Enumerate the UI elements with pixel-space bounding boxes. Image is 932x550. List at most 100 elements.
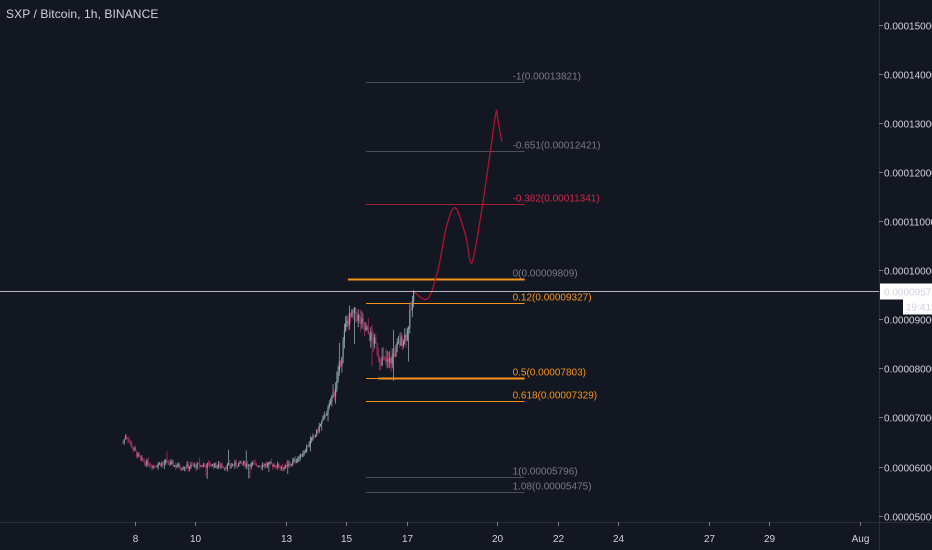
candle-body	[280, 467, 283, 469]
candle-body	[263, 464, 265, 467]
price-tick-label: 0.00011000	[884, 218, 932, 229]
candle-body	[244, 461, 246, 467]
fib-level-label: -0.382(0.00011341)	[513, 194, 600, 205]
time-tick-label: 22	[553, 534, 565, 545]
candle-body	[324, 414, 327, 416]
candle-body	[172, 461, 174, 467]
candle-body	[306, 446, 308, 452]
candle-body	[146, 460, 148, 466]
candle-body	[209, 463, 211, 467]
candle-body	[371, 332, 373, 338]
candle-body	[331, 395, 333, 402]
candle-body	[176, 466, 178, 468]
time-tick-label: 10	[190, 534, 202, 545]
candle-body	[329, 401, 332, 404]
candle-body	[316, 429, 318, 436]
price-tick-label: 0.00006000	[884, 464, 932, 475]
candle-body	[323, 414, 325, 418]
candle-body	[368, 333, 371, 341]
fib-level-label: 1(0.00005796)	[513, 467, 578, 478]
candle-body	[313, 435, 315, 437]
candle-body	[194, 464, 196, 466]
time-tick-label: 20	[492, 534, 504, 545]
candle-body	[264, 463, 266, 467]
candle-body	[137, 453, 139, 457]
time-tick-label: 15	[341, 534, 353, 545]
candle-body	[357, 315, 359, 321]
candle-body	[248, 464, 250, 466]
candle-body	[411, 300, 413, 311]
candle-body	[186, 464, 188, 469]
candle-body	[157, 464, 159, 467]
candle-body	[304, 451, 306, 453]
candle-body	[312, 435, 314, 438]
candle-body	[328, 403, 330, 408]
candle-body	[337, 370, 339, 381]
fib-level-label: 0.12(0.00009327)	[513, 293, 592, 304]
candle-body	[351, 310, 353, 317]
candle-body	[134, 448, 137, 451]
candle-body	[126, 437, 128, 438]
candle-body	[292, 461, 294, 465]
candle-body	[409, 309, 411, 328]
candle-body	[185, 467, 187, 469]
time-axis-panel[interactable]	[0, 522, 932, 550]
candle-body	[362, 318, 364, 323]
candle-body	[177, 464, 179, 467]
candle-body	[205, 465, 207, 468]
candle-body	[392, 354, 395, 356]
projection-curve[interactable]	[413, 109, 503, 301]
candle-body	[243, 461, 245, 464]
candle-body	[342, 340, 344, 358]
candle-body	[138, 453, 140, 457]
price-tick-label: 0.00012000	[884, 169, 932, 180]
candle-body	[283, 467, 285, 469]
candlestick-series	[122, 289, 415, 479]
candle-body	[229, 463, 231, 467]
candle-body	[361, 318, 363, 325]
candle-body	[165, 460, 167, 463]
candle-body	[151, 465, 153, 468]
candle-body	[139, 456, 142, 459]
candle-body	[336, 380, 338, 390]
candle-body	[142, 458, 144, 462]
candle-body	[143, 461, 145, 463]
candle-body	[375, 337, 377, 344]
price-tick-label: 0.00013000	[884, 120, 932, 131]
candle-body	[245, 463, 247, 467]
candle-body	[250, 463, 252, 468]
candle-body	[233, 464, 235, 466]
fibonacci-retracement[interactable]: -1(0.00013821) -0.651(0.00012421) -0.382(0…	[366, 72, 600, 493]
projection-path[interactable]	[413, 109, 503, 301]
candle-body	[155, 466, 157, 467]
candle-body	[240, 461, 242, 464]
time-tick-label: 17	[402, 534, 414, 545]
candle-body	[405, 334, 407, 340]
candle-body	[345, 323, 347, 331]
candle-body	[153, 465, 155, 467]
candle-body	[261, 464, 264, 468]
candle-body	[395, 345, 397, 357]
candle-body	[224, 467, 226, 469]
candle-body	[376, 343, 378, 355]
candle-body	[396, 342, 398, 346]
candle-body	[150, 465, 152, 467]
candle-body	[160, 463, 162, 466]
candle-body	[133, 448, 135, 450]
candle-body	[319, 423, 322, 427]
time-tick-label: Aug	[852, 534, 870, 545]
candle-body	[192, 465, 194, 466]
candle-body	[326, 413, 328, 416]
candle-body	[202, 465, 205, 467]
candle-body	[384, 356, 386, 358]
fib-level-label: -1(0.00013821)	[513, 72, 581, 83]
candle-body	[211, 464, 213, 467]
candle-body	[347, 320, 349, 326]
candle-body	[166, 460, 168, 462]
price-axis-panel[interactable]	[879, 0, 932, 550]
candle-body	[338, 361, 340, 371]
candle-body	[287, 464, 289, 466]
